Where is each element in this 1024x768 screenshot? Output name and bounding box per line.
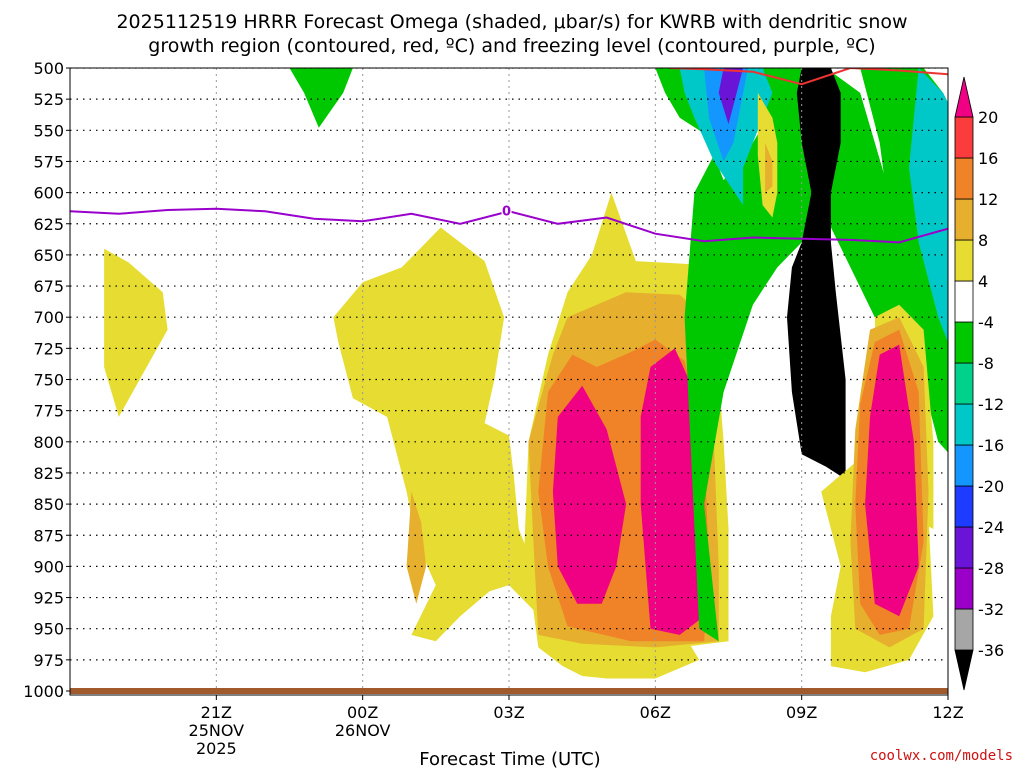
colorbar-bin (954, 116, 974, 159)
colorbar-bin (954, 567, 974, 610)
y-tick-label: 575 (33, 152, 64, 171)
chart-title-line1: 2025112519 HRRR Forecast Omega (shaded, … (116, 11, 907, 33)
colorbar-label: -12 (978, 395, 1004, 414)
colorbar-label: -20 (978, 477, 1004, 496)
colorbar-label: -4 (978, 313, 994, 332)
omega-shaded-regions (104, 68, 948, 679)
omega-region-magenta-center-left (552, 385, 627, 604)
colorbar-bin (954, 485, 974, 528)
colorbar-bin (954, 198, 974, 241)
freezing-level-label: 0 (502, 204, 511, 219)
colorbar-bin (954, 608, 974, 651)
colorbar-bin (954, 280, 974, 323)
colorbar-bin (954, 403, 974, 446)
omega-region-orange-stripe (765, 142, 773, 193)
chart-title-line2: growth region (contoured, red, ºC) and f… (148, 35, 875, 57)
colorbar-label: 12 (978, 190, 998, 209)
colorbar-label: 4 (978, 272, 988, 291)
omega-region-teal-right-edge (909, 68, 948, 343)
omega-region-green-upper-right (655, 68, 948, 642)
colorbar-bin (954, 157, 974, 200)
colorbar-label: 8 (978, 231, 988, 250)
omega-region-purple-upper-right (718, 68, 744, 125)
colorbar-bin (954, 444, 974, 487)
y-tick-label: 850 (33, 495, 64, 514)
omega-region-magenta-center-right (640, 348, 705, 635)
y-tick-label: 650 (33, 246, 64, 265)
x-tick-label: 12Z (932, 703, 963, 722)
colorbar: -36 -32 -28 -24 -20 -16 -12 -8 -4 4 8 12 16 20 (954, 76, 1004, 691)
y-tick-label: 1000 (23, 682, 64, 701)
colorbar-arrow-min (954, 649, 974, 691)
omega-region-small-orange-blob (406, 491, 427, 604)
y-tick-label: 625 (33, 215, 64, 234)
y-tick-label: 925 (33, 589, 64, 608)
y-tick-label: 950 (33, 620, 64, 639)
colorbar-bin (954, 526, 974, 569)
y-tick-label: 550 (33, 121, 64, 140)
colorbar-label: -28 (978, 559, 1004, 578)
omega-region-yellow-main (333, 227, 700, 679)
x-axis-label: Forecast Time (UTC) (419, 749, 600, 768)
ground-bar (70, 688, 948, 694)
x-tick-label: 00Z (347, 703, 378, 722)
y-tick-label: 700 (33, 308, 64, 327)
omega-region-dark-core (787, 68, 846, 480)
colorbar-label: -8 (978, 354, 994, 373)
colorbar-label: -36 (978, 641, 1004, 660)
contour-lines: 0 (70, 68, 948, 244)
y-tick-label: 725 (33, 339, 64, 358)
y-tick-label: 775 (33, 402, 64, 421)
y-tick-label: 500 (33, 59, 64, 78)
omega-region-early-high-green (289, 68, 353, 128)
y-tick-label: 675 (33, 277, 64, 296)
y-tick-label: 525 (33, 90, 64, 109)
colorbar-bin (954, 362, 974, 405)
grid-lines (70, 68, 948, 692)
y-tick-label: 600 (33, 184, 64, 203)
freezing-label-bg (501, 202, 512, 217)
y-axis: 500 525 550 575 600 625 650 675 700 725 750 775 800 8… (23, 59, 70, 701)
x-tick-label: 09Z (786, 703, 817, 722)
x-tick-date: 25NOV (189, 721, 245, 740)
y-tick-label: 750 (33, 371, 64, 390)
x-tick-date: 26NOV (335, 721, 391, 740)
colorbar-bin (954, 239, 974, 282)
x-tick-label: 03Z (493, 703, 524, 722)
omega-region-early-yellow-left (104, 248, 168, 417)
colorbar-label: -24 (978, 518, 1004, 537)
y-tick-label: 800 (33, 433, 64, 452)
y-tick-label: 900 (33, 557, 64, 576)
colorbar-bin (954, 321, 974, 364)
colorbar-label: -16 (978, 436, 1004, 455)
dgz-contour (669, 68, 948, 86)
x-tick-label: 21Z (201, 703, 232, 722)
colorbar-label: -32 (978, 600, 1004, 619)
y-tick-label: 875 (33, 526, 64, 545)
x-tick-year: 2025 (196, 739, 237, 758)
colorbar-arrow-max (954, 76, 974, 118)
y-tick-label: 825 (33, 464, 64, 483)
colorbar-label: 20 (978, 108, 998, 127)
y-tick-label: 975 (33, 651, 64, 670)
x-tick-label: 06Z (640, 703, 671, 722)
freezing-level-contour (70, 207, 948, 244)
credit-text: coolwx.com/models (870, 748, 1013, 764)
colorbar-label: 16 (978, 149, 998, 168)
omega-region-magenta-right (865, 344, 919, 617)
